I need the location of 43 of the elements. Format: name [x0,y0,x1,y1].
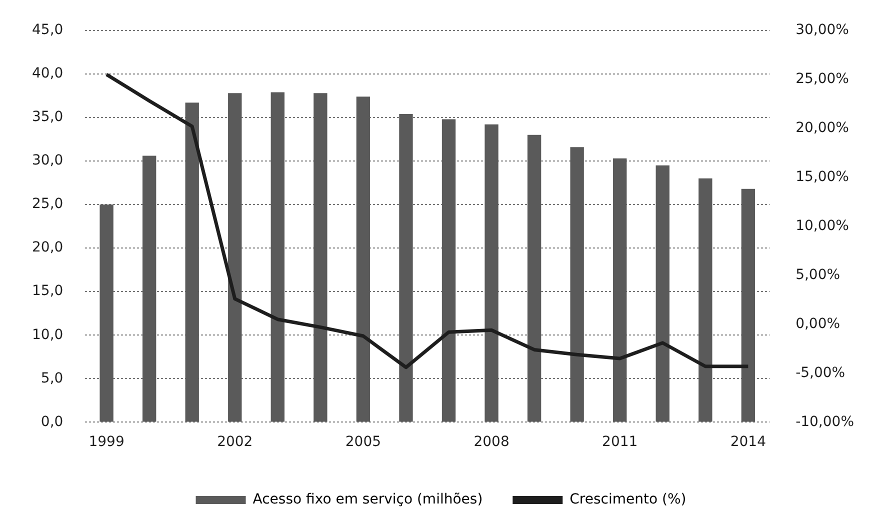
y-tick-label: 30,0 [32,152,64,169]
bar [228,93,242,422]
y-tick-label: 5,0 [40,370,64,386]
bar [484,124,498,422]
x-tick-label: 1999 [88,434,124,450]
y2-tick-label: 15,00% [796,168,849,185]
y2-tick-label: -5,00% [796,364,846,381]
y2-tick-label: 5,00% [796,266,840,283]
y2-tick-label: -10,00% [796,414,854,430]
y-tick-label: 15,0 [32,283,64,300]
y2-tick-label: 30,00% [796,22,849,38]
x-tick-label: 2014 [730,434,766,450]
y2-tick-label: 0,00% [796,316,840,332]
x-tick-label: 2011 [602,434,638,450]
legend-label: Acesso fixo em serviço (milhões) [252,492,483,508]
bar [356,96,370,422]
bar [270,92,284,422]
bar [741,188,756,422]
legend-label: Crescimento (%) [570,492,686,508]
y-tick-label: 40,0 [32,66,64,82]
y2-tick-label: 10,00% [796,218,849,234]
bar [399,114,413,422]
x-tick-label: 2008 [474,434,510,450]
y-tick-label: 45,0 [32,22,64,38]
bar [185,102,199,422]
y-tick-label: 0,0 [40,414,64,430]
bar [570,147,584,422]
bar [656,165,670,422]
bar [613,158,627,422]
bar [142,156,156,422]
y-tick-label: 35,0 [32,109,64,126]
x-tick-label: 2002 [217,434,253,450]
y2-tick-label: 25,00% [796,71,849,88]
y2-tick-label: 20,00% [796,120,849,136]
bar [698,178,712,422]
bar [100,204,114,422]
bar [527,134,542,422]
bar [442,119,456,422]
y-tick-label: 25,0 [32,196,64,212]
y-tick-label: 20,0 [32,240,64,256]
y-tick-label: 10,0 [32,326,64,343]
x-tick-label: 2005 [345,434,382,450]
bar [314,93,328,422]
